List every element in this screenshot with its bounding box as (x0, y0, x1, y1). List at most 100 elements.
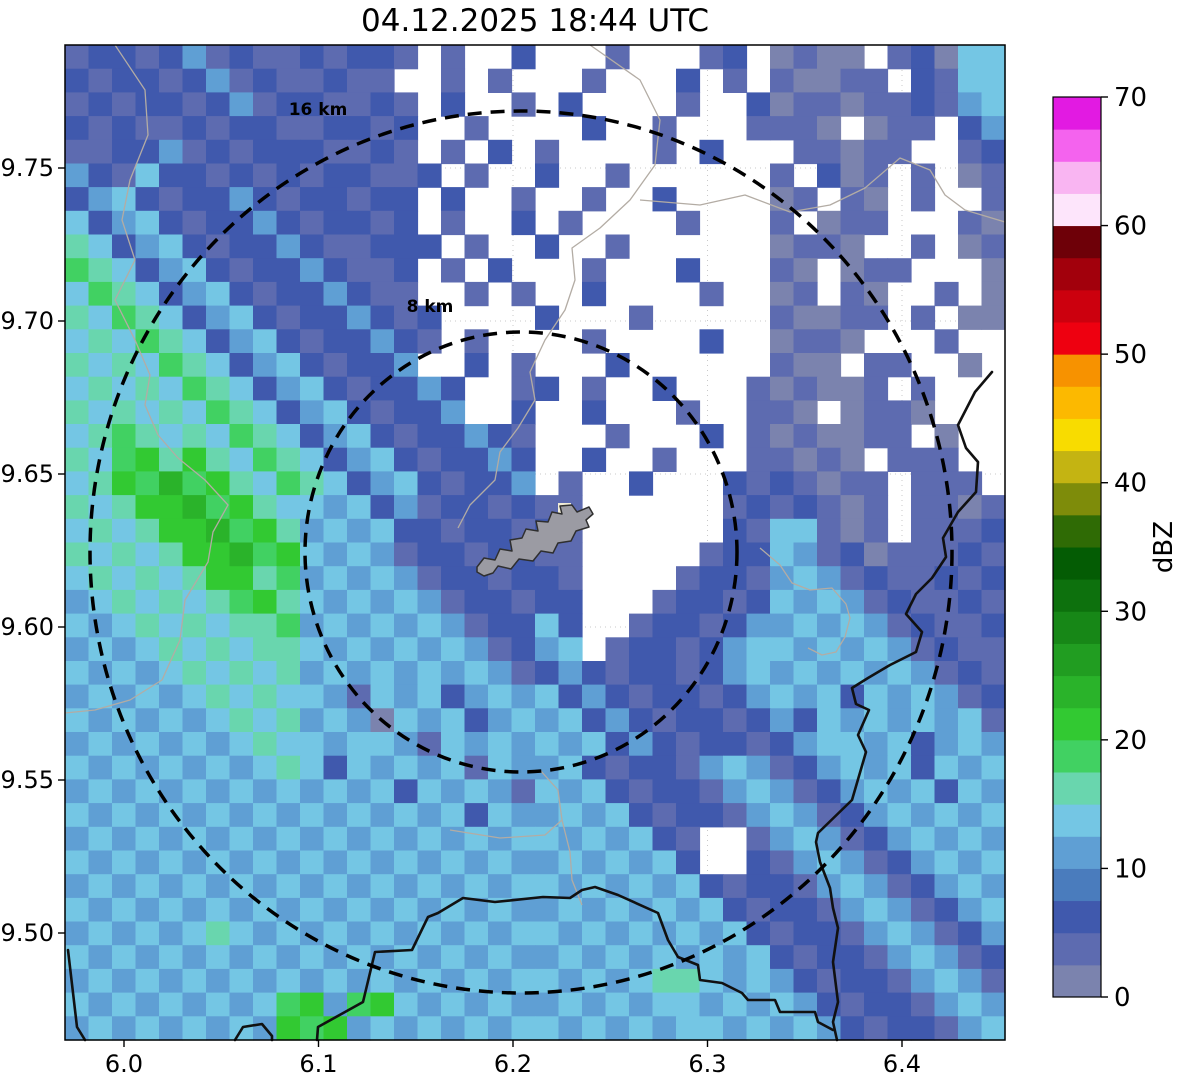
radar-cell (793, 637, 818, 662)
radar-cell (981, 305, 1006, 330)
radar-cell (276, 281, 301, 307)
radar-cell (112, 116, 137, 141)
x-axis: 6.0 6.1 6.2 6.3 6.4 (105, 1040, 921, 1078)
radar-cell (511, 803, 536, 828)
radar-cell (276, 613, 301, 638)
radar-cell (394, 495, 419, 520)
radar-cell (582, 850, 607, 875)
radar-cell (558, 684, 583, 709)
radar-cell (253, 803, 278, 828)
radar-cell (370, 210, 395, 236)
radar-cell (300, 68, 325, 93)
radar-cell (417, 329, 442, 354)
radar-cell (159, 92, 184, 117)
radar-cell (370, 826, 395, 852)
radar-cell (746, 708, 771, 733)
colorbar-band (1053, 900, 1101, 934)
radar-cell (488, 945, 513, 970)
radar-cell (840, 613, 865, 638)
radar-cell (488, 968, 513, 994)
radar-cell (535, 874, 560, 899)
radar-cell (558, 210, 583, 236)
radar-cell (840, 897, 865, 923)
radar-cell (840, 187, 865, 212)
radar-cell (934, 803, 959, 828)
radar-cell (182, 708, 207, 733)
radar-cell (511, 281, 536, 307)
radar-cell (206, 661, 231, 686)
radar-cell (958, 163, 983, 188)
range-ring (303, 330, 739, 774)
x-tick-label: 6.3 (688, 1050, 726, 1078)
radar-cell (793, 1016, 818, 1041)
radar-cell (112, 566, 137, 591)
radar-cell (88, 329, 113, 354)
radar-cell (535, 968, 560, 994)
radar-cell (370, 874, 395, 899)
radar-cell (840, 850, 865, 875)
radar-cell (770, 234, 795, 259)
radar-cell (135, 826, 160, 852)
radar-cell (629, 684, 654, 709)
radar-cell (911, 518, 936, 544)
radar-cell (793, 495, 818, 520)
radar-cell (699, 732, 724, 757)
y-tick-label: 49.50 (0, 919, 54, 947)
colorbar-band (1053, 161, 1101, 194)
radar-cell (864, 874, 889, 899)
radar-cell (229, 234, 254, 259)
radar-cell (605, 779, 630, 804)
radar-cell (981, 637, 1006, 662)
radar-cell (746, 850, 771, 875)
radar-cell (699, 45, 724, 70)
radar-cell (864, 68, 889, 93)
radar-cell (535, 139, 560, 165)
radar-cell (582, 661, 607, 686)
radar-cell (370, 258, 395, 283)
radar-cell (488, 637, 513, 662)
radar-cell (699, 281, 724, 307)
radar-cell (206, 589, 231, 615)
radar-cell (582, 897, 607, 923)
radar-cell (347, 424, 372, 449)
radar-cell (746, 779, 771, 804)
radar-cell (840, 637, 865, 662)
range-ring-label: 16 km (289, 100, 348, 120)
radar-cell (864, 897, 889, 923)
radar-cell (347, 897, 372, 923)
radar-cell (770, 424, 795, 449)
radar-cell (911, 968, 936, 994)
radar-cell (746, 92, 771, 117)
river-line (64, 44, 229, 714)
radar-cell (88, 661, 113, 686)
radar-cell (441, 637, 466, 662)
radar-cell (65, 495, 90, 520)
radar-cell (840, 139, 865, 165)
radar-cell (981, 163, 1006, 188)
radar-cell (65, 234, 90, 259)
radar-cell (394, 566, 419, 591)
radar-cell (417, 803, 442, 828)
radar-cell (88, 518, 113, 544)
radar-cell (864, 542, 889, 567)
radar-cell (488, 992, 513, 1017)
colorbar-band (1053, 450, 1101, 484)
radar-cell (206, 305, 231, 330)
radar-cell (746, 992, 771, 1017)
radar-cell (770, 1016, 795, 1041)
radar-cell (347, 518, 372, 544)
radar-cell (159, 1016, 184, 1041)
river-lines (64, 44, 1006, 906)
radar-cell (253, 684, 278, 709)
radar-cell (652, 613, 677, 638)
radar-cell (370, 779, 395, 804)
radar-cell (981, 589, 1006, 615)
radar-cell (511, 353, 536, 378)
city-polygon (476, 503, 594, 577)
radar-cell (605, 803, 630, 828)
radar-cell (958, 661, 983, 686)
radar-cell (276, 850, 301, 875)
radar-cell (300, 850, 325, 875)
radar-cell (182, 874, 207, 899)
radar-cell (723, 661, 748, 686)
